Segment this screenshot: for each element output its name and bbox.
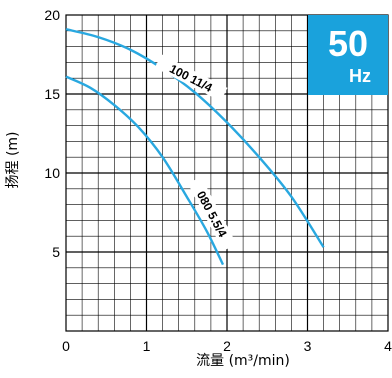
series-line-0	[65, 28, 325, 248]
frequency-badge: 50 Hz	[308, 15, 388, 95]
x-axis-title: 流量 (m³/min)	[196, 353, 290, 369]
badge-background	[308, 15, 388, 95]
x-tick-label: 1	[143, 338, 151, 354]
y-tick-label: 10	[44, 165, 60, 181]
series-line-1	[65, 75, 225, 266]
badge-unit: Hz	[349, 66, 371, 86]
label-bg	[154, 54, 228, 102]
series-layer	[65, 28, 325, 266]
plot-frame	[65, 14, 389, 332]
x-tick-label: 2	[223, 338, 231, 354]
y-axis-title: 扬程 (m)	[5, 131, 21, 188]
label-bg	[187, 176, 237, 251]
x-tick-label: 4	[384, 338, 392, 354]
y-tick-labels: 5 10 15 20	[44, 7, 60, 260]
y-tick-label: 5	[52, 244, 60, 260]
x-tick-label: 3	[304, 338, 312, 354]
y-tick-label: 15	[44, 86, 60, 102]
badge-number: 50	[328, 23, 368, 64]
x-tick-labels: 0 1 2 3 4	[62, 338, 392, 354]
y-tick-label: 20	[44, 7, 60, 23]
x-tick-label: 0	[62, 338, 70, 354]
